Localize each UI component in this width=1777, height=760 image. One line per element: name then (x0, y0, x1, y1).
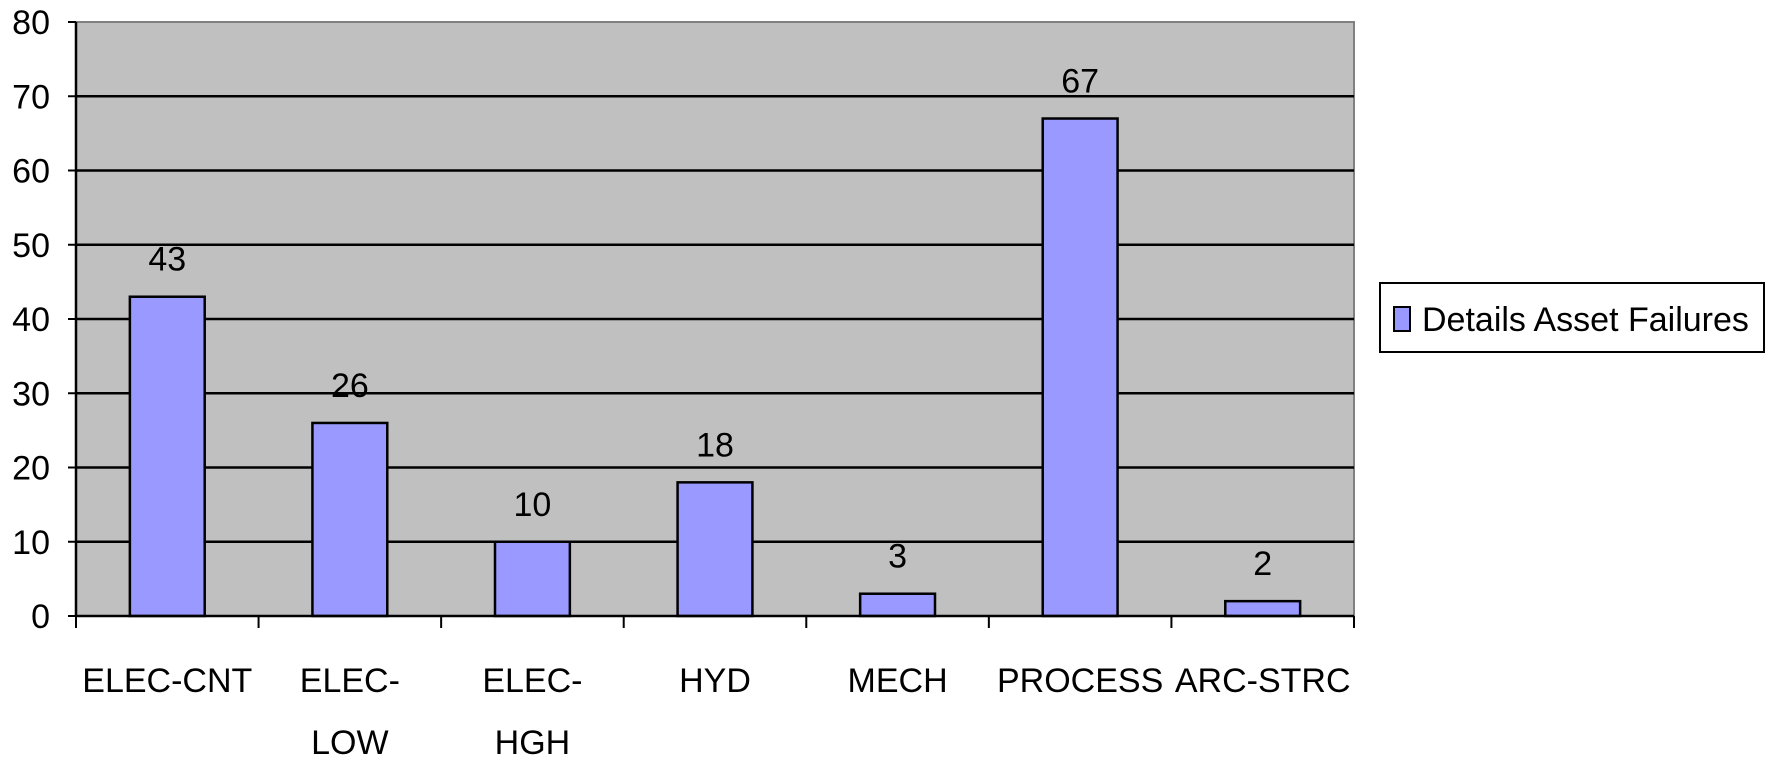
bars (128, 117, 1302, 618)
x-tick-label: ELEC- (482, 662, 582, 700)
legend-box (1379, 282, 1765, 353)
x-tick-label: LOW (311, 724, 388, 755)
y-tick-label: 0 (31, 598, 50, 636)
x-tick-label: HYD (679, 662, 751, 700)
bar (676, 481, 754, 618)
x-tick-label: HGH (495, 724, 571, 755)
y-tick-label: 10 (12, 524, 50, 562)
y-tick-label: 70 (12, 78, 50, 116)
x-tick-label: PROCESS (997, 662, 1163, 700)
gridlines (76, 95, 1354, 543)
x-tick-label: ELEC- (300, 662, 400, 700)
x-tick-label: ARC-STRC (1175, 662, 1351, 700)
y-tick-label: 80 (12, 4, 50, 42)
y-tick-label: 60 (12, 153, 50, 191)
data-label: 43 (148, 241, 186, 279)
legend-label: Details Asset Failures (1422, 301, 1749, 339)
bar (1224, 599, 1302, 618)
data-label: 2 (1253, 545, 1272, 583)
x-tick-label: MECH (848, 662, 948, 700)
y-tick-label: 20 (12, 450, 50, 488)
data-label: 10 (514, 486, 552, 524)
bar (858, 592, 937, 618)
bar (1041, 117, 1119, 618)
y-tick-label: 50 (12, 227, 50, 265)
bar (128, 295, 206, 618)
y-tick-label: 30 (12, 375, 50, 413)
data-label: 18 (696, 426, 734, 464)
labels: 43 ELEC-CNT 26 ELEC- LOW 10 ELEC- HGH 18 HYD 3 MECH… (82, 63, 1351, 760)
data-label: 67 (1061, 63, 1099, 101)
x-tick-label: ELEC-CNT (82, 662, 252, 700)
legend-swatch (1393, 306, 1411, 332)
axes: 0 10 20 30 40 50 60 70 80 (12, 4, 1355, 636)
bar (493, 540, 572, 618)
y-tick-label: 40 (12, 301, 50, 339)
legend: Details Asset Failures (1379, 282, 1765, 353)
data-label: 26 (331, 367, 369, 405)
bar (311, 421, 389, 618)
data-label: 3 (888, 538, 907, 576)
